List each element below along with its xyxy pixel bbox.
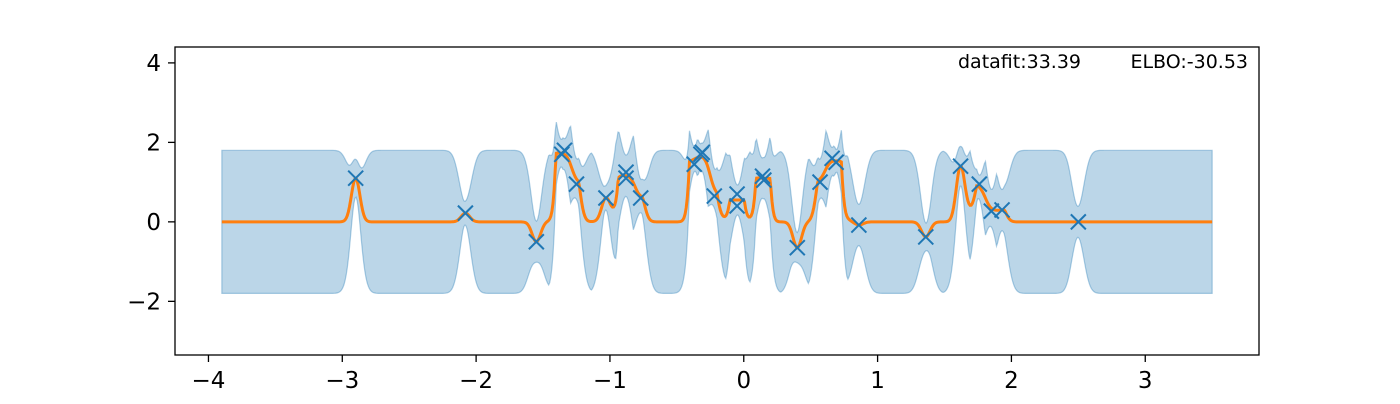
observation-marker bbox=[347, 169, 364, 187]
observation-marker-stroke bbox=[706, 187, 723, 205]
confidence-band-layer bbox=[221, 121, 1213, 295]
observation-marker-stroke bbox=[971, 175, 988, 193]
observation-marker bbox=[952, 158, 969, 175]
x-tick-label: −4 bbox=[192, 368, 226, 394]
observation-marker bbox=[568, 175, 585, 193]
observation-marker bbox=[993, 201, 1011, 219]
observation-marker-stroke bbox=[952, 158, 969, 175]
observation-marker bbox=[556, 142, 573, 159]
observation-marker-stroke bbox=[850, 216, 868, 234]
observation-marker bbox=[728, 185, 746, 203]
observation-marker-stroke bbox=[597, 189, 615, 207]
observation-marker-stroke bbox=[347, 169, 364, 187]
observation-marker bbox=[728, 197, 746, 215]
x-axis-ticks: −4 −3 −2 −1 0 1 2 3 bbox=[192, 355, 1153, 394]
x-tick-label: 3 bbox=[1138, 368, 1153, 394]
x-tick-label: 1 bbox=[870, 368, 885, 394]
y-tick-label: −2 bbox=[127, 289, 161, 315]
x-tick-label: 0 bbox=[736, 368, 751, 394]
observation-marker bbox=[597, 189, 615, 207]
axes-frame bbox=[174, 46, 1260, 356]
observation-marker bbox=[1070, 213, 1087, 231]
y-tick-label: 0 bbox=[146, 210, 161, 236]
observation-marker bbox=[694, 144, 711, 161]
observation-marker-layer bbox=[347, 142, 1087, 256]
observation-marker bbox=[686, 156, 703, 173]
observation-marker-stroke bbox=[811, 173, 829, 191]
observation-marker-stroke bbox=[728, 185, 746, 203]
observation-marker-stroke bbox=[568, 175, 585, 193]
observation-marker-stroke bbox=[917, 228, 934, 246]
observation-marker-stroke bbox=[457, 204, 474, 222]
observation-marker bbox=[827, 154, 845, 171]
observation-marker bbox=[789, 239, 806, 256]
observation-marker-stroke bbox=[983, 202, 1000, 220]
y-tick-label: 2 bbox=[146, 130, 161, 156]
observation-marker bbox=[971, 175, 988, 193]
observation-marker bbox=[632, 189, 649, 207]
observation-marker bbox=[811, 173, 829, 191]
observation-marker-stroke bbox=[728, 197, 746, 215]
observation-marker-stroke bbox=[528, 233, 545, 250]
observation-marker-stroke bbox=[617, 169, 635, 187]
observation-marker bbox=[917, 228, 934, 246]
y-tick-label: 4 bbox=[146, 51, 161, 77]
observation-marker-stroke bbox=[993, 201, 1011, 219]
observation-marker bbox=[617, 169, 635, 187]
observation-marker-stroke bbox=[755, 171, 773, 189]
observation-marker-stroke bbox=[694, 144, 711, 161]
observation-marker-stroke bbox=[789, 239, 806, 256]
observation-marker-stroke bbox=[617, 163, 635, 181]
observation-marker bbox=[706, 187, 723, 205]
observation-marker-stroke bbox=[1070, 213, 1087, 231]
x-tick-label: −2 bbox=[459, 368, 493, 394]
observation-marker bbox=[528, 233, 545, 250]
observation-marker-stroke bbox=[556, 142, 573, 159]
x-tick-label: −3 bbox=[325, 368, 359, 394]
observation-marker bbox=[457, 204, 474, 222]
observation-marker bbox=[755, 171, 773, 189]
observation-marker-stroke bbox=[754, 167, 771, 185]
observation-marker bbox=[850, 216, 868, 234]
y-axis-ticks: −2 0 2 4 bbox=[127, 51, 175, 315]
observation-marker-stroke bbox=[827, 154, 845, 171]
x-tick-label: 2 bbox=[1004, 368, 1019, 394]
observation-marker bbox=[754, 167, 771, 185]
confidence-band bbox=[221, 121, 1213, 295]
observation-marker-stroke bbox=[686, 156, 703, 173]
observation-marker bbox=[617, 163, 635, 181]
datafit-annotation: datafit:33.39 bbox=[958, 51, 1081, 73]
x-tick-label: −1 bbox=[593, 368, 627, 394]
elbo-annotation: ELBO:-30.53 bbox=[1130, 51, 1248, 73]
observation-marker-stroke bbox=[632, 189, 649, 207]
